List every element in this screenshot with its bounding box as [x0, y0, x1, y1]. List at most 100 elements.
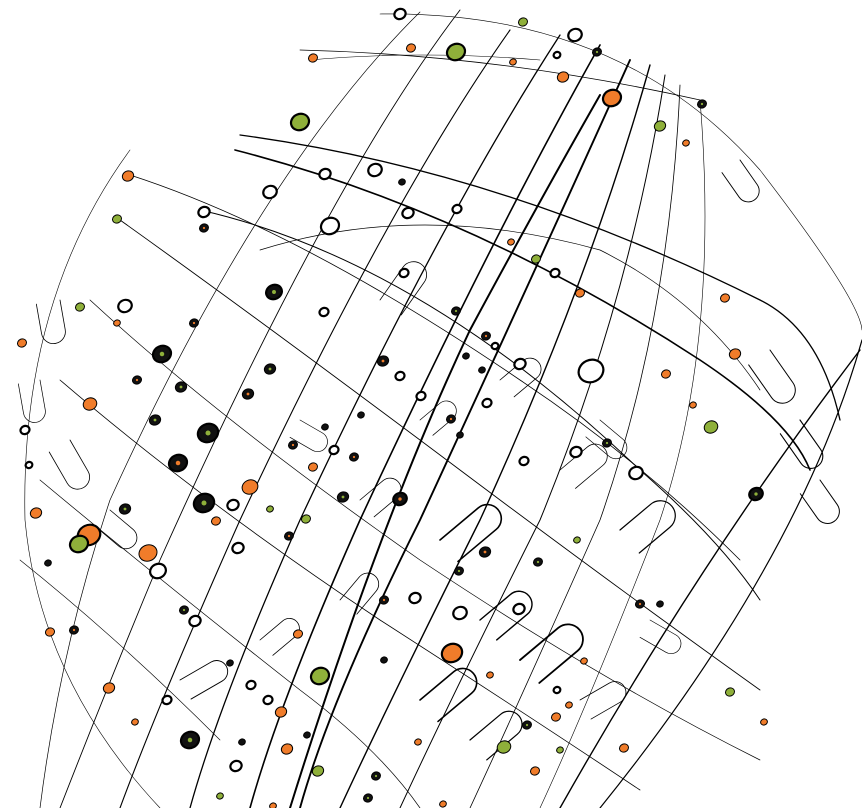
circuit-node-34 — [398, 267, 410, 278]
circuit-node-95 — [451, 605, 469, 622]
circuit-trace-16 — [18, 380, 47, 424]
circuit-trace-4 — [780, 420, 827, 473]
circuit-node-87-dot — [288, 535, 290, 537]
circuit-node-79-dot — [754, 492, 757, 495]
circuit-node-67 — [518, 455, 530, 466]
circuit-trace-7 — [440, 499, 507, 562]
circuit-node-104 — [439, 640, 465, 665]
circuit-node-2 — [517, 16, 529, 27]
circuit-node-45 — [660, 368, 672, 379]
parallel-line-4 — [130, 175, 740, 560]
circuit-node-7 — [509, 58, 518, 66]
circuit-node-86 — [231, 541, 246, 555]
circuit-node-112 — [161, 694, 173, 705]
circuit-node-62 — [702, 419, 720, 436]
circuit-node-118 — [131, 718, 140, 726]
circuit-node-90-dot — [537, 561, 539, 563]
circuit-trace-26 — [580, 678, 630, 720]
circuit-node-69-dot — [606, 442, 608, 444]
globe-outline-left — [25, 150, 160, 808]
circuit-node-108 — [580, 657, 589, 665]
circuit-node-144 — [478, 366, 487, 374]
circuit-trace-17 — [49, 440, 94, 494]
circuit-node-119 — [238, 738, 247, 746]
globe-outline-right — [600, 340, 862, 808]
circuit-node-56-dot — [205, 430, 210, 435]
parallel-line-11 — [20, 560, 220, 740]
circuit-node-39 — [74, 301, 86, 312]
circuit-node-4 — [307, 52, 319, 63]
circuit-node-21 — [197, 205, 212, 219]
circuit-nodes — [16, 7, 768, 808]
parallel-line-3 — [200, 210, 760, 600]
circuit-node-35 — [318, 306, 330, 317]
circuit-node-132 — [529, 765, 541, 776]
circuit-node-137 — [269, 802, 278, 808]
meridian-line-12 — [560, 350, 860, 808]
circuit-node-49 — [394, 370, 406, 381]
circuit-node-19 — [398, 178, 407, 186]
circuit-trace-3 — [749, 350, 801, 408]
circuit-node-55-dot — [154, 419, 157, 422]
circuit-trace-14 — [180, 657, 232, 700]
parallel-line-12 — [260, 225, 760, 390]
circuit-node-64 — [328, 444, 340, 455]
circuit-node-9-dot — [596, 51, 598, 53]
circuit-node-59-dot — [450, 418, 452, 420]
circuit-node-46-dot — [269, 368, 272, 371]
circuit-node-66-dot — [176, 461, 180, 465]
circuit-node-78 — [29, 506, 44, 520]
circuit-node-122 — [495, 739, 513, 756]
circuit-node-10 — [556, 70, 571, 84]
circuit-node-106 — [308, 665, 331, 687]
circuit-node-110 — [245, 679, 257, 690]
circuit-node-98 — [656, 600, 665, 608]
circuit-node-91 — [573, 536, 582, 544]
circuit-node-100 — [188, 614, 203, 628]
circuit-node-142 — [462, 352, 471, 360]
circuit-node-31 — [719, 292, 731, 303]
circuit-node-134-dot — [367, 797, 369, 799]
circuit-node-22-dot — [203, 227, 205, 229]
circuit-node-121 — [303, 731, 312, 739]
circuit-node-23 — [111, 213, 123, 224]
circuit-node-58 — [357, 411, 366, 419]
circuit-node-102 — [44, 626, 56, 637]
circuit-node-72 — [240, 477, 261, 496]
circuit-node-97-dot — [639, 603, 641, 605]
circuit-node-40 — [113, 319, 122, 327]
globe-meridian-lines — [25, 10, 862, 808]
circuit-node-113 — [274, 705, 289, 719]
parallel-line-7 — [60, 380, 640, 790]
circuit-node-16 — [121, 169, 136, 183]
circuit-node-71 — [307, 461, 319, 472]
circuit-node-15 — [288, 111, 311, 133]
circuit-node-125 — [565, 701, 574, 709]
circuit-node-33-dot — [272, 290, 276, 294]
circuit-node-138 — [16, 337, 28, 348]
circuit-node-93 — [408, 591, 423, 605]
circuit-node-128 — [229, 759, 244, 773]
circuit-node-109 — [102, 681, 117, 695]
circuit-node-68 — [569, 445, 584, 459]
circuit-node-38 — [116, 298, 134, 315]
circuit-node-89-dot — [484, 551, 487, 554]
circuit-node-111 — [724, 686, 736, 697]
circuit-node-96 — [512, 602, 527, 616]
circuit-node-82 — [210, 515, 222, 526]
circuit-node-131 — [414, 738, 423, 746]
circuit-node-77-dot — [124, 508, 127, 511]
circuit-node-24 — [318, 215, 341, 237]
circuit-node-105 — [380, 656, 389, 664]
circuit-node-84 — [266, 505, 275, 513]
circuit-node-136 — [439, 800, 448, 808]
circuit-node-26 — [451, 203, 463, 214]
circuit-node-52-dot — [247, 393, 250, 396]
meridian-line-4 — [250, 45, 600, 808]
circuit-node-135 — [216, 792, 225, 800]
circuit-node-36-dot — [455, 310, 457, 312]
circuit-trace-25 — [640, 620, 685, 657]
circuit-node-5 — [405, 42, 417, 53]
circuit-node-3 — [566, 27, 584, 44]
